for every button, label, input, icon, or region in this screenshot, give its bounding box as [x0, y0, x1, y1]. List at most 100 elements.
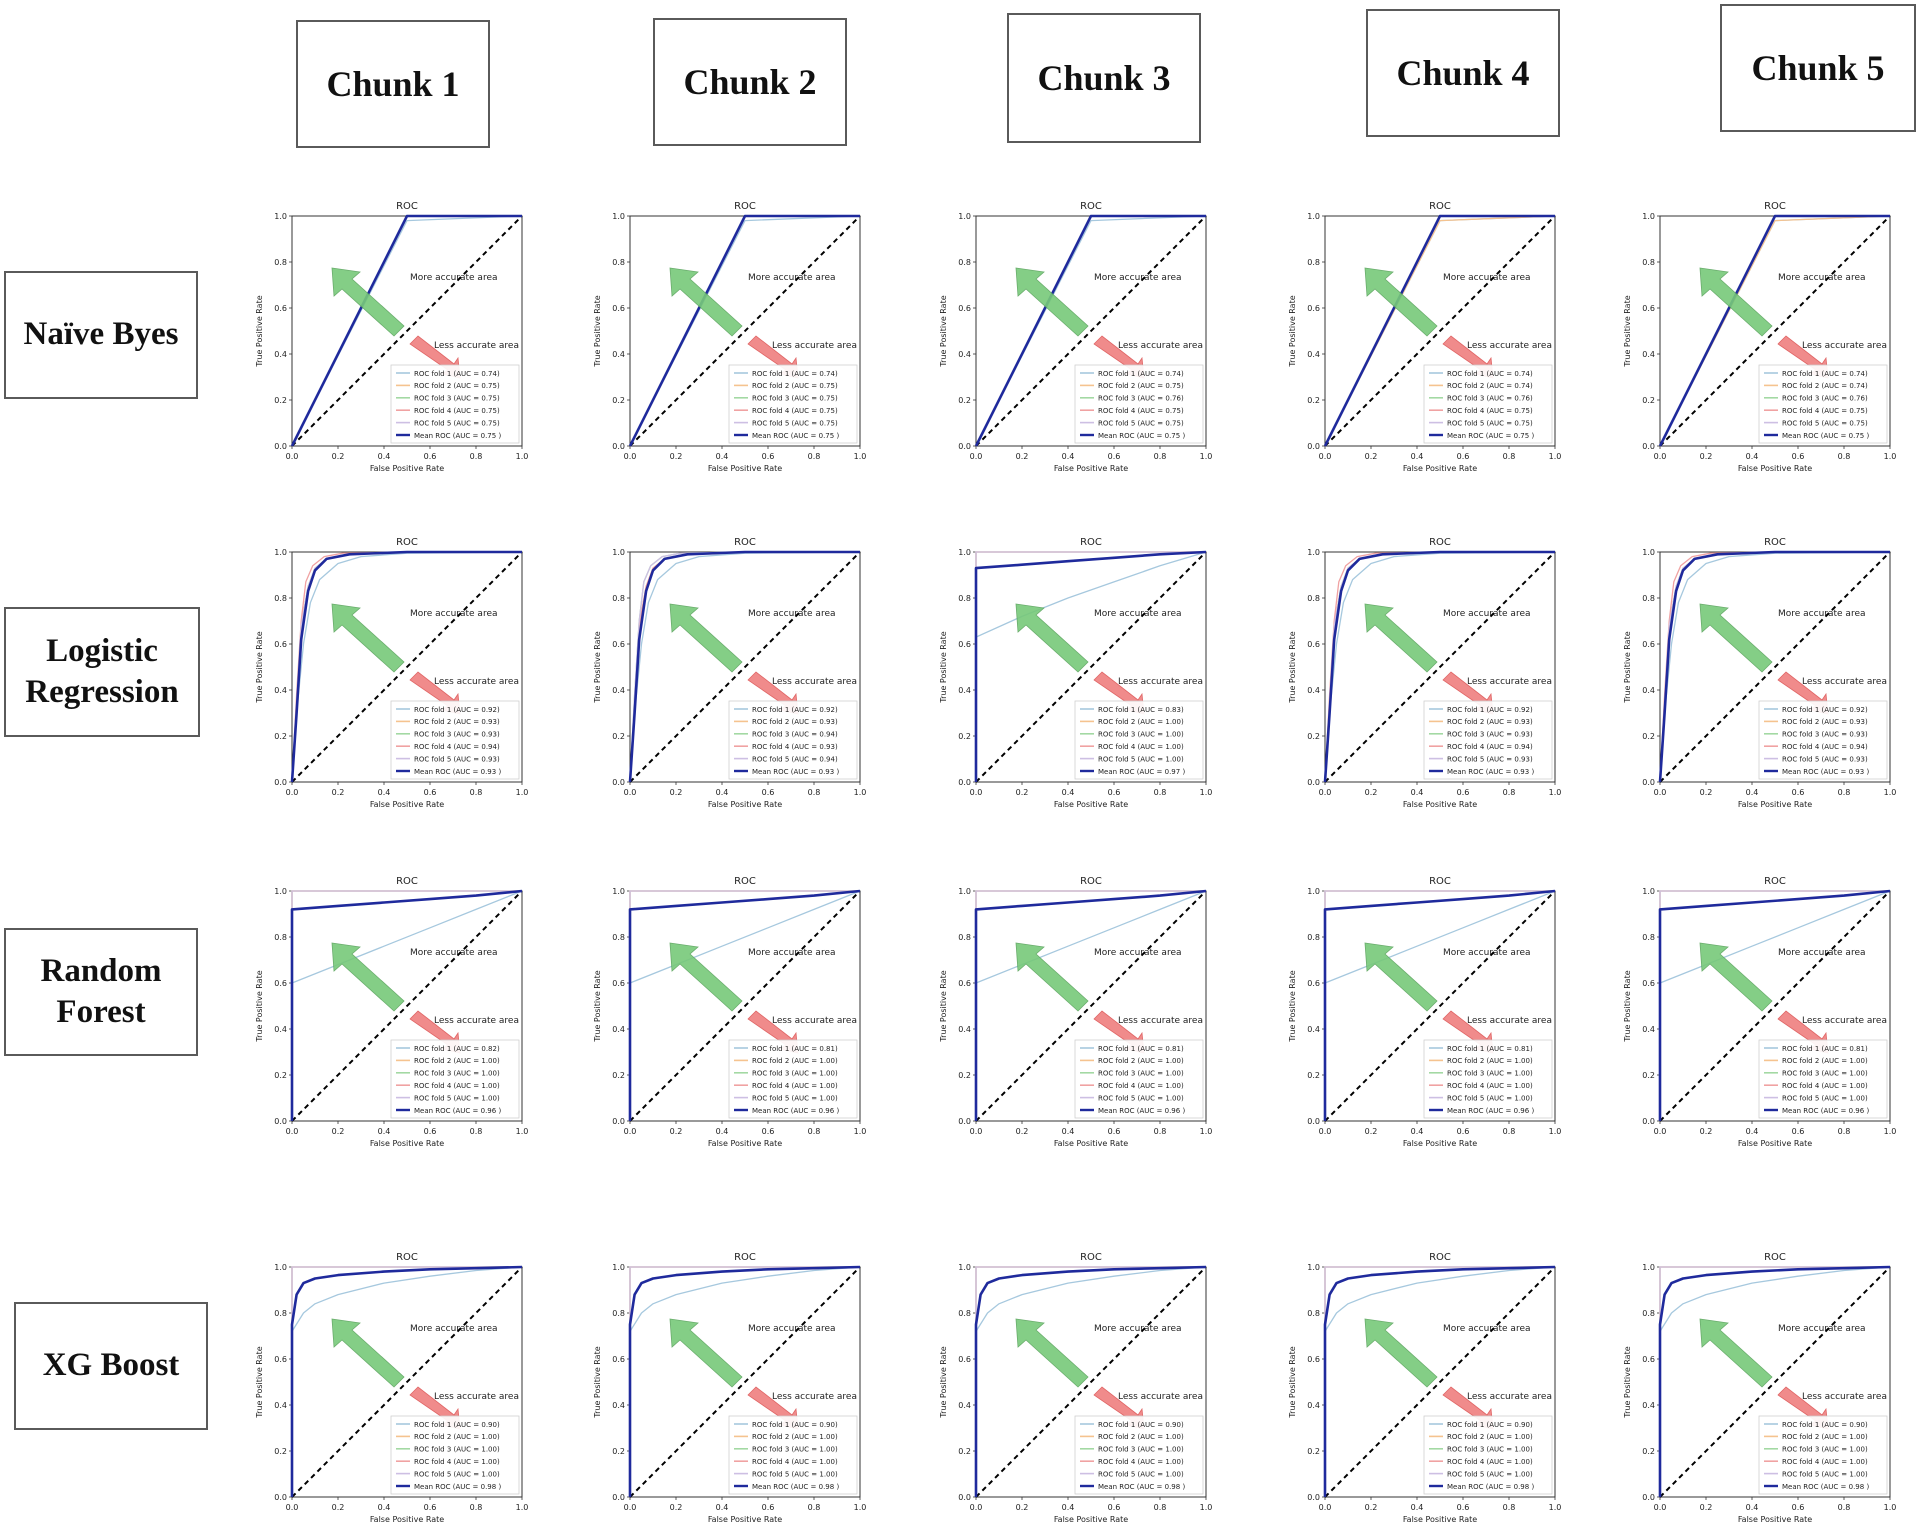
- y-tick-label: 0.8: [958, 594, 971, 603]
- y-axis-label: True Positive Rate: [1623, 631, 1632, 703]
- x-tick-label: 0.0: [624, 1503, 637, 1512]
- mean-roc-line: [974, 889, 1207, 1121]
- legend-entry: ROC fold 3 (AUC = 0.93): [1447, 731, 1533, 739]
- legend-entry: ROC fold 2 (AUC = 1.00): [1782, 1433, 1868, 1441]
- y-tick-label: 0.8: [958, 258, 971, 267]
- x-tick-label: 0.6: [1792, 452, 1805, 461]
- legend-entry: ROC fold 4 (AUC = 1.00): [752, 1082, 838, 1090]
- legend-entry: ROC fold 4 (AUC = 0.94): [414, 743, 500, 751]
- y-tick-label: 0.2: [1642, 1071, 1655, 1080]
- more-accurate-area-label: More accurate area: [410, 273, 498, 283]
- chart-title: ROC: [734, 876, 756, 887]
- y-tick-label: 0.2: [1307, 1447, 1320, 1456]
- y-tick-label: 0.2: [274, 1071, 287, 1080]
- legend-entry: ROC fold 1 (AUC = 0.90): [414, 1421, 500, 1429]
- chance-diagonal-line: [1324, 1266, 1556, 1498]
- x-axis-label: False Positive Rate: [1403, 464, 1477, 473]
- x-tick-label: 0.6: [1457, 788, 1470, 797]
- legend-entry: ROC fold 4 (AUC = 1.00): [1782, 1082, 1868, 1090]
- x-tick-label: 0.2: [1016, 1127, 1029, 1136]
- x-tick-label: 0.6: [762, 452, 775, 461]
- x-axis-label: False Positive Rate: [708, 1139, 782, 1148]
- mean-roc-line: [290, 214, 522, 447]
- legend-box: [390, 1039, 520, 1119]
- legend-box: [1423, 700, 1553, 780]
- x-tick-label: 1.0: [854, 1503, 867, 1512]
- x-tick-label: 0.6: [1457, 1127, 1470, 1136]
- row-header-random-forest: Random Forest: [4, 928, 198, 1056]
- y-tick-label: 0.6: [1307, 979, 1320, 988]
- y-axis-label: True Positive Rate: [1288, 631, 1297, 703]
- legend-entry: ROC fold 1 (AUC = 0.92): [1447, 706, 1533, 714]
- green-arrow-icon: [1699, 942, 1773, 1012]
- mean-roc-line: [628, 1265, 861, 1497]
- legend-entry: ROC fold 3 (AUC = 0.75): [414, 395, 500, 403]
- less-accurate-area-label: Less accurate area: [434, 677, 519, 687]
- green-arrow-icon: [331, 942, 405, 1012]
- legend-entry: ROC fold 2 (AUC = 0.93): [752, 718, 838, 726]
- green-arrow-icon: [1015, 942, 1089, 1012]
- y-tick-label: 0.2: [612, 396, 625, 405]
- y-tick-label: 1.0: [1307, 212, 1320, 221]
- mean-roc-line: [1658, 214, 1890, 447]
- more-accurate-area-label: More accurate area: [410, 948, 498, 958]
- y-tick-label: 0.8: [1642, 594, 1655, 603]
- green-arrow-icon: [1015, 1318, 1089, 1388]
- chart-title: ROC: [396, 876, 418, 887]
- x-tick-label: 0.0: [286, 1127, 299, 1136]
- chart-title: ROC: [396, 201, 418, 212]
- x-tick-label: 0.4: [1062, 1127, 1075, 1136]
- y-tick-label: 0.0: [274, 442, 287, 451]
- x-tick-label: 0.6: [1108, 452, 1121, 461]
- legend-entry: Mean ROC (AUC = 0.93 ): [1447, 768, 1534, 776]
- x-tick-label: 0.2: [332, 1503, 345, 1512]
- legend-entry: ROC fold 4 (AUC = 1.00): [1782, 1458, 1868, 1466]
- x-axis-label: False Positive Rate: [1054, 1515, 1128, 1524]
- y-axis-label: True Positive Rate: [939, 295, 948, 367]
- legend-entry: ROC fold 3 (AUC = 0.93): [414, 731, 500, 739]
- y-tick-label: 0.6: [274, 979, 287, 988]
- x-tick-label: 0.0: [1654, 452, 1667, 461]
- y-tick-label: 0.4: [1307, 1401, 1320, 1410]
- mean-roc-line: [290, 889, 523, 1121]
- legend-entry: ROC fold 2 (AUC = 1.00): [1782, 1057, 1868, 1065]
- legend-entry: ROC fold 2 (AUC = 1.00): [1098, 1057, 1184, 1065]
- legend-entry: ROC fold 4 (AUC = 1.00): [1098, 1082, 1184, 1090]
- y-tick-label: 0.2: [1307, 1071, 1320, 1080]
- x-tick-label: 0.0: [286, 1503, 299, 1512]
- y-axis-label: True Positive Rate: [255, 1346, 264, 1418]
- x-tick-label: 0.2: [332, 1127, 345, 1136]
- y-tick-label: 0.6: [958, 640, 971, 649]
- legend-entry: ROC fold 2 (AUC = 1.00): [1098, 1433, 1184, 1441]
- legend-entry: ROC fold 4 (AUC = 0.75): [752, 407, 838, 415]
- y-tick-label: 0.4: [612, 1401, 625, 1410]
- chart-title: ROC: [396, 1252, 418, 1263]
- legend-box: [1074, 1039, 1204, 1119]
- x-tick-label: 1.0: [1549, 452, 1562, 461]
- x-tick-label: 0.0: [970, 1503, 983, 1512]
- y-tick-label: 1.0: [274, 1263, 287, 1272]
- y-tick-label: 0.6: [274, 1355, 287, 1364]
- x-tick-label: 1.0: [854, 1127, 867, 1136]
- y-tick-label: 0.8: [274, 933, 287, 942]
- green-arrow-icon: [669, 603, 743, 673]
- legend-entry: ROC fold 3 (AUC = 1.00): [414, 1446, 500, 1454]
- y-tick-label: 0.0: [1307, 442, 1320, 451]
- legend-entry: Mean ROC (AUC = 0.96 ): [414, 1107, 501, 1115]
- less-accurate-area-label: Less accurate area: [772, 1016, 857, 1026]
- x-tick-label: 0.8: [1838, 788, 1851, 797]
- legend-entry: ROC fold 5 (AUC = 1.00): [414, 1470, 500, 1478]
- x-tick-label: 0.2: [1365, 1127, 1378, 1136]
- y-axis-label: True Positive Rate: [593, 631, 602, 703]
- y-tick-label: 0.0: [274, 778, 287, 787]
- column-header-chunk-5: Chunk 5: [1720, 4, 1916, 132]
- legend-entry: ROC fold 5 (AUC = 1.00): [752, 1094, 838, 1102]
- roc-chart: ROC 0.0 0.2 0.4 0.6 0.8 1.0 0.0 0.2 0.4 0.6 0.8 1.0 F…: [1623, 537, 1896, 809]
- legend-entry: ROC fold 3 (AUC = 1.00): [1098, 731, 1184, 739]
- x-tick-label: 0.6: [1792, 788, 1805, 797]
- legend-entry: Mean ROC (AUC = 0.98 ): [752, 1483, 839, 1491]
- y-tick-label: 0.2: [1642, 732, 1655, 741]
- x-tick-label: 0.2: [1365, 1503, 1378, 1512]
- x-tick-label: 1.0: [1549, 1127, 1562, 1136]
- chance-diagonal-line: [629, 1266, 861, 1498]
